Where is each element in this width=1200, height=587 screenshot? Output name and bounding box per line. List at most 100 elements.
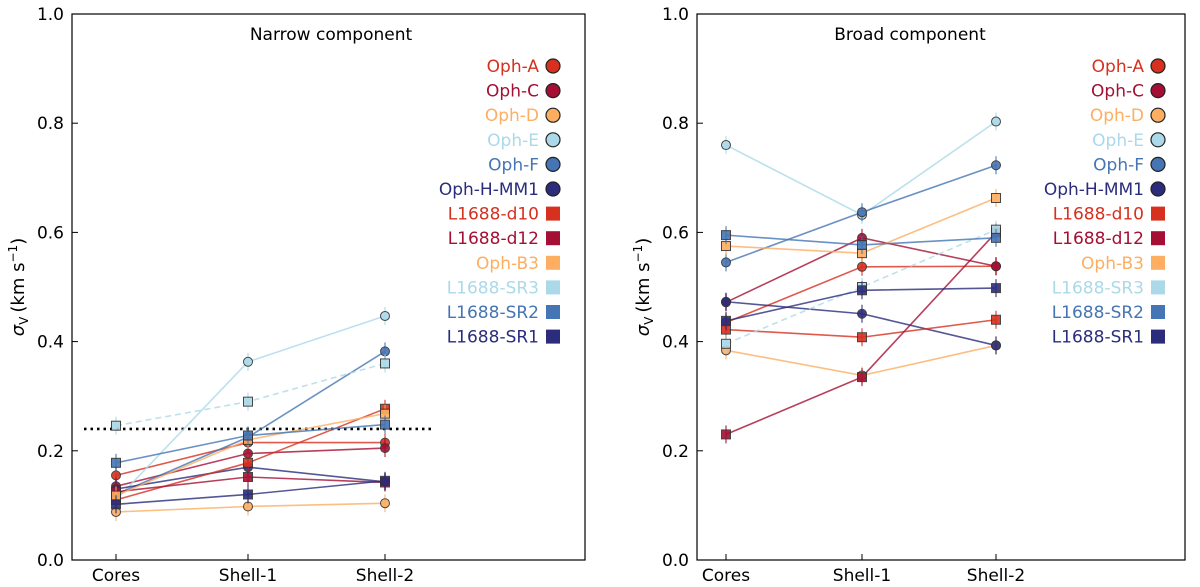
data-point-l1688-sr3 [111, 420, 121, 431]
data-point-l1688-sr2 [721, 230, 731, 241]
x-tick-label-shell-2: Shell-2 [967, 566, 1025, 586]
legend-marker-oph-a [1150, 58, 1166, 74]
legend-label-oph-e: Oph-E [1092, 131, 1144, 151]
data-point-l1688-sr1 [243, 489, 253, 500]
x-tick-label-cores: Cores [92, 566, 140, 586]
axes-frame [696, 13, 1186, 561]
legend-marker-l1688-sr1 [546, 329, 560, 344]
y-tick-label: 0.2 [662, 442, 689, 462]
legend-label-oph-c: Oph-C [1091, 82, 1144, 102]
data-point-l1688-sr2 [857, 239, 867, 250]
legend-marker-l1688-sr3 [546, 280, 560, 295]
data-point-l1688-sr1 [857, 285, 867, 296]
data-point-l1688-d10 [991, 314, 1001, 325]
x-tick-label-cores: Cores [702, 566, 750, 586]
y-tick-label: 0.0 [662, 551, 689, 571]
x-tick-label-shell-1: Shell-1 [833, 566, 891, 586]
legend-label-l1688-sr3: L1688-SR3 [1052, 278, 1144, 298]
legend-marker-oph-d [1150, 107, 1166, 123]
data-point-l1688-sr2 [991, 232, 1001, 243]
legend-marker-oph-h-mm1 [545, 181, 561, 197]
legend-label-oph-b3: Oph-B3 [476, 254, 539, 274]
legend-marker-l1688-d12 [1151, 231, 1165, 246]
data-point-l1688-sr3 [243, 396, 253, 407]
legend-marker-l1688-d12 [546, 231, 560, 246]
legend-label-l1688-sr2: L1688-SR2 [447, 303, 539, 323]
legend-label-oph-a: Oph-A [1092, 57, 1145, 77]
legend-label-oph-f: Oph-F [488, 155, 539, 175]
legend-label-l1688-sr1: L1688-SR1 [1052, 328, 1144, 348]
data-point-oph-e [991, 116, 1001, 127]
legend-label-oph-d: Oph-D [485, 106, 539, 126]
data-point-l1688-d12 [721, 429, 731, 440]
legend-label-l1688-d12: L1688-d12 [1053, 229, 1144, 249]
axes-frame [71, 13, 586, 561]
y-tick-label: 0.6 [662, 223, 689, 243]
data-point-l1688-d10 [243, 457, 253, 468]
legend-marker-oph-d [545, 107, 561, 123]
y-tick-label: 0.8 [662, 114, 689, 134]
legend-marker-oph-h-mm1 [1150, 181, 1166, 197]
legend-marker-oph-e [545, 132, 561, 148]
legend-label-l1688-sr1: L1688-SR1 [447, 328, 539, 348]
data-point-oph-h-mm1 [991, 340, 1001, 351]
legend-marker-oph-c [1150, 82, 1166, 99]
legend-label-l1688-sr3: L1688-SR3 [447, 278, 539, 298]
data-point-oph-e [380, 310, 390, 321]
legend-marker-l1688-sr3 [1151, 280, 1165, 295]
data-point-oph-e [721, 140, 731, 151]
data-point-oph-a [857, 261, 867, 272]
legend-marker-oph-a [545, 58, 561, 74]
legend-label-l1688-sr2: L1688-SR2 [1052, 303, 1144, 323]
panel-title: Narrow component [250, 25, 413, 45]
y-axis-label: σV(km s−1) [6, 238, 31, 336]
data-point-oph-c [991, 261, 1001, 272]
series-line-oph-e [725, 120, 997, 216]
legend-marker-oph-c [545, 82, 561, 99]
y-tick-label: 0.0 [37, 551, 64, 571]
legend-marker-oph-e [1150, 132, 1166, 148]
legend-marker-oph-f [545, 156, 561, 172]
legend-label-oph-d: Oph-D [1090, 106, 1144, 126]
data-point-l1688-sr1 [380, 475, 390, 486]
data-point-oph-h-mm1 [857, 308, 867, 319]
legend-marker-l1688-sr2 [1151, 305, 1165, 319]
legend-label-oph-f: Oph-F [1093, 155, 1144, 175]
legend-marker-l1688-sr1 [1151, 329, 1165, 344]
data-point-oph-b3 [991, 193, 1001, 204]
y-tick-label: 0.4 [662, 333, 689, 353]
data-point-oph-e [243, 356, 253, 367]
data-point-l1688-sr3 [380, 358, 390, 369]
legend-label-oph-b3: Oph-B3 [1081, 254, 1144, 274]
data-point-l1688-sr2 [380, 419, 390, 430]
data-point-l1688-sr2 [243, 430, 253, 441]
legend-label-oph-c: Oph-C [486, 82, 539, 102]
data-point-oph-f [721, 257, 731, 268]
data-point-l1688-sr1 [111, 499, 121, 510]
data-point-oph-h-mm1 [721, 296, 731, 307]
data-point-oph-f [857, 207, 867, 218]
y-tick-label: 1.0 [662, 5, 689, 25]
x-tick-label-shell-1: Shell-1 [219, 566, 277, 586]
legend-marker-oph-f [1150, 156, 1166, 172]
data-point-l1688-sr1 [721, 315, 731, 326]
data-point-l1688-sr3 [721, 338, 731, 349]
series-line-l1688-sr3 [725, 228, 997, 345]
narrow-component-panel: 0.0 0.2 0.4 0.6 0.8 1.0 Cores Shell-1 Shell-2 σV(… [6, 5, 586, 586]
series-line-l1688-sr3 [115, 362, 386, 427]
legend-label-l1688-d10: L1688-d10 [448, 205, 539, 225]
data-point-l1688-d12 [243, 472, 253, 483]
legend-label-oph-h-mm1: Oph-H-MM1 [1044, 180, 1144, 200]
y-tick-label: 1.0 [37, 5, 64, 25]
legend-marker-l1688-d10 [1151, 206, 1165, 221]
data-point-l1688-d10 [857, 332, 867, 343]
x-tick-label-shell-2: Shell-2 [356, 566, 414, 586]
legend-label-l1688-d12: L1688-d12 [448, 229, 539, 249]
data-point-l1688-sr1 [991, 283, 1001, 294]
y-tick-label: 0.8 [37, 114, 64, 134]
legend-marker-l1688-d10 [546, 206, 560, 221]
legend-marker-l1688-sr2 [546, 305, 560, 319]
y-tick-label: 0.4 [37, 333, 64, 353]
data-point-oph-d [380, 498, 390, 509]
